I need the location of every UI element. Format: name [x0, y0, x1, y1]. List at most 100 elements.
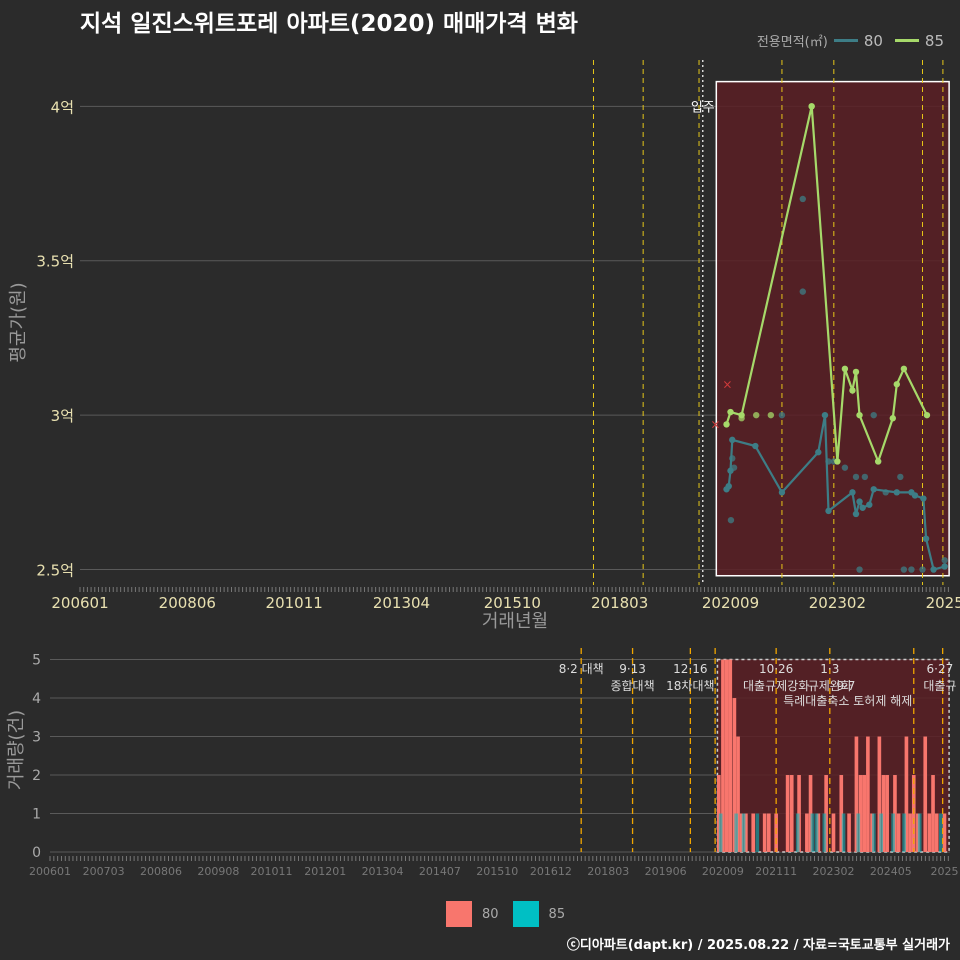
price-x-tick-label: 200806 [159, 594, 216, 612]
volume-bar-80 [797, 775, 801, 852]
series-point-85 [889, 415, 896, 422]
series-point-80 [870, 486, 877, 493]
volume-x-tick-label: 202302 [812, 865, 854, 878]
volume-bar-80 [732, 698, 737, 852]
series-scatter-85 [767, 411, 775, 419]
series-scatter-80 [778, 411, 786, 419]
volume-bar-80 [934, 813, 939, 852]
price-y-tick-label: 2.5억 [36, 562, 74, 580]
policy-text-label: 대출규 [923, 679, 956, 693]
volume-y-tick-label: 0 [32, 845, 41, 861]
series-point-85 [834, 458, 841, 465]
series-scatter-80 [900, 566, 908, 573]
volume-bar-80 [858, 775, 863, 852]
policy-text-label: 종합대책 [610, 678, 654, 693]
volume-x-tick-label: 200908 [197, 865, 239, 878]
policy-date-label: 6·27 [927, 662, 954, 676]
price-x-tick-label: 201803 [591, 594, 648, 612]
volume-x-tick-label: 201510 [476, 865, 518, 878]
series-point-85 [852, 368, 860, 376]
volume-bar-80 [862, 775, 867, 852]
series-scatter-80 [908, 566, 915, 573]
volume-bar-80 [854, 736, 859, 852]
volume-x-tick-label: 2025 [930, 865, 958, 878]
series-point-85 [849, 387, 856, 394]
series-point-80 [911, 492, 919, 499]
volume-x-tick-label: 202009 [702, 865, 744, 878]
series-point-80 [849, 489, 856, 496]
volume-bar-80 [847, 813, 851, 852]
occupancy-label: 입주 [691, 100, 715, 115]
legend-bar-label-80: 80 [482, 906, 499, 922]
series-scatter-80 [870, 411, 877, 419]
volume-y-tick-label: 5 [32, 653, 41, 669]
legend-bar-label-85: 85 [548, 906, 566, 922]
volume-x-tick-label: 201304 [362, 865, 404, 878]
volume-x-tick-label: 201906 [645, 865, 687, 878]
policy-text-label: 규제완화 [808, 679, 852, 693]
volume-bar-80 [744, 813, 748, 852]
area-legend: 전용면적(㎡) 80 85 [757, 31, 950, 51]
series-point-80 [941, 563, 948, 570]
policy-text-label: 9·7 [836, 679, 855, 693]
series-scatter-80 [799, 288, 806, 295]
volume-bar-85 [718, 813, 723, 852]
volume-bar-85 [814, 813, 819, 852]
series-scatter-80 [941, 557, 948, 564]
volume-bar-80 [721, 659, 725, 852]
volume-x-tick-label: 200806 [140, 865, 182, 878]
series-scatter-80 [861, 473, 869, 481]
series-point-85 [727, 408, 734, 416]
series-point-85 [723, 421, 730, 428]
series-point-80 [920, 495, 927, 502]
series-scatter-80 [852, 473, 860, 481]
series-scatter-85 [808, 103, 815, 110]
series-point-85 [923, 411, 931, 419]
series-scatter-80 [799, 195, 806, 203]
volume-bar-80 [904, 736, 909, 852]
volume-x-tick-label: 201011 [251, 865, 293, 878]
series-point-85 [874, 458, 882, 465]
series-point-85 [841, 365, 849, 373]
series-point-80 [893, 489, 900, 496]
price-y-tick-label: 4억 [51, 98, 74, 116]
volume-bar-80 [908, 813, 912, 852]
series-scatter-80 [882, 489, 889, 496]
legend-swatch-85 [894, 39, 919, 42]
series-point-80 [729, 436, 736, 444]
price-x-tick-label: 202009 [702, 594, 759, 612]
volume-x-tick-label: 201612 [530, 865, 572, 878]
volume-y-tick-label: 1 [32, 807, 41, 823]
series-point-80 [778, 489, 786, 496]
series-scatter-85 [753, 411, 760, 419]
policy-date-label: 10·26 [759, 662, 793, 676]
policy-date-label: 12·16 [673, 662, 707, 676]
volume-bar-85 [879, 813, 884, 852]
series-point-85 [856, 411, 863, 419]
series-line-80 [725, 414, 945, 571]
policy-text-label: 18차대책 [666, 678, 714, 693]
volume-x-tick-label: 202111 [755, 865, 797, 878]
volume-bar-80 [762, 813, 767, 852]
series-scatter-85 [738, 415, 745, 422]
volume-bar-80 [931, 775, 935, 852]
volume-x-tick-label: 201803 [587, 865, 629, 878]
volume-bar-80 [896, 813, 901, 852]
volume-bar-85 [755, 813, 760, 852]
price-highlight-region [715, 80, 950, 577]
policy-text-label: 특례대출축소 토허제 해제 [783, 694, 912, 708]
price-y-tick-label: 3.5억 [36, 253, 74, 271]
legend-label-80: 80 [863, 31, 883, 50]
footer-credit: ⓒ디아파트(dapt.kr) / 2025.08.22 / 자료=국토교통부 실… [566, 938, 950, 953]
series-point-80 [930, 566, 937, 573]
volume-bar-85 [939, 813, 943, 852]
volume-x-tick-label: 202405 [870, 865, 912, 878]
volume-bar-80 [877, 736, 882, 852]
volume-bar-85 [795, 813, 800, 852]
price-x-axis-title: 거래년월 [482, 611, 548, 632]
price-x-tick-label: 201011 [266, 594, 323, 612]
legend-box-80 [446, 901, 472, 927]
volume-y-tick-label: 4 [32, 691, 41, 707]
policy-text-label: 대출규제강화 [743, 679, 809, 693]
series-scatter-80 [825, 458, 832, 465]
